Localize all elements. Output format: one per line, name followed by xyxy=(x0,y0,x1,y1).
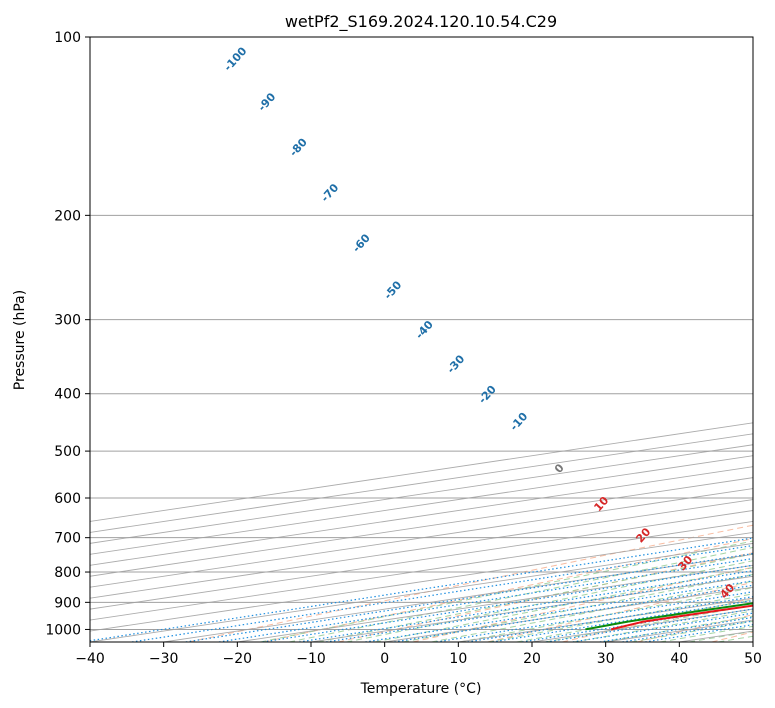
x-tick-label: 10 xyxy=(449,651,467,667)
dry-adiabat-label: -40 xyxy=(413,318,436,342)
moist-adiabat-line xyxy=(459,587,753,642)
y-tick-label: 800 xyxy=(54,565,81,581)
dry-adiabat-line xyxy=(188,524,753,642)
dry-adiabat-line xyxy=(263,538,753,642)
isotherm-line xyxy=(90,542,753,642)
background-grid-layer xyxy=(90,37,753,642)
y-tick-label: 100 xyxy=(54,30,81,46)
isotherm-line xyxy=(531,608,753,642)
y-tick-label: 200 xyxy=(54,208,81,224)
y-tick-label: 400 xyxy=(54,387,81,403)
dry-adiabat-line xyxy=(412,566,753,642)
x-tick-label: 0 xyxy=(380,651,389,667)
dry-adiabat-label: -10 xyxy=(507,410,530,434)
isotherm-line xyxy=(458,597,753,642)
moist-adiabat-line xyxy=(573,610,753,642)
isotherm-line xyxy=(90,488,753,588)
mixing-ratio-line xyxy=(492,599,753,642)
moist-adiabat-line xyxy=(346,560,753,642)
y-axis-label: Pressure (hPa) xyxy=(12,290,28,390)
mixing-ratio-line xyxy=(572,612,753,642)
dry-adiabat-line xyxy=(711,631,753,642)
moist-adiabat-line xyxy=(488,593,753,642)
isotherm-line xyxy=(90,477,753,577)
profile-lines-layer xyxy=(585,602,753,631)
dry-adiabat-label: -50 xyxy=(381,278,404,302)
dry-adiabat-label: -100 xyxy=(221,44,249,73)
temperature-profile-line xyxy=(610,604,753,631)
isotherm-line xyxy=(90,466,753,566)
moist-adiabat-label: 40 xyxy=(717,581,737,601)
isotherm-line xyxy=(90,510,753,610)
mixing-ratio-line xyxy=(546,608,753,642)
dry-adiabat-line xyxy=(636,614,753,642)
dry-adiabat-label: -70 xyxy=(318,181,341,205)
mixing-ratio-line xyxy=(599,616,753,642)
x-tick-label: −40 xyxy=(75,651,105,667)
x-tick-label: 30 xyxy=(597,651,615,667)
dry-adiabat-label: -30 xyxy=(444,352,467,376)
dewpoint-profile-line xyxy=(585,602,753,631)
isotherm-line xyxy=(90,444,753,544)
moist-adiabat-line xyxy=(431,580,753,642)
x-tick-label: 50 xyxy=(744,651,762,667)
x-tick-label: −20 xyxy=(223,651,253,667)
y-tick-label: 600 xyxy=(54,491,81,507)
dry-adiabat-line xyxy=(562,597,753,642)
x-tick-label: −10 xyxy=(296,651,326,667)
moist-adiabat-line xyxy=(317,553,753,642)
isotherm-line xyxy=(90,422,753,522)
isotherm-line xyxy=(90,499,753,599)
y-tick-label: 900 xyxy=(54,595,81,611)
x-tick-label: 20 xyxy=(523,651,541,667)
moist-adiabat-line xyxy=(544,604,753,642)
isotherm-line xyxy=(90,520,753,621)
isotherm-line xyxy=(90,455,753,555)
isotherm-line xyxy=(605,619,753,642)
moist-adiabat-line xyxy=(718,635,753,642)
dry-adiabat-label: -60 xyxy=(350,231,373,255)
y-tick-label: 500 xyxy=(54,444,81,460)
x-axis-label: Temperature (°C) xyxy=(360,681,482,697)
moist-adiabat-line xyxy=(403,573,753,642)
isotherm-line xyxy=(90,433,753,533)
dry-adiabat-line xyxy=(487,581,753,642)
isotherm-line xyxy=(384,586,753,642)
y-tick-label: 1000 xyxy=(45,622,81,638)
mixing-ratio-line xyxy=(185,552,753,642)
moist-adiabat-label: 0 xyxy=(552,461,567,476)
isotherm-line xyxy=(752,641,753,642)
y-tick-label: 700 xyxy=(54,531,81,547)
mixing-ratio-line xyxy=(218,557,753,642)
isotherm-line xyxy=(679,630,753,642)
x-tick-label: 40 xyxy=(670,651,688,667)
moist-adiabat-label: 10 xyxy=(591,494,611,514)
dry-adiabat-label: -90 xyxy=(255,90,278,114)
isotherm-line xyxy=(90,531,753,632)
mixing-ratio-line xyxy=(131,544,753,642)
y-tick-label: 300 xyxy=(54,313,81,329)
dry-adiabat-label: -20 xyxy=(476,383,499,407)
axes-layer: −40 −30 −20 −10 0 10 20 30 40 5010020030040050060… xyxy=(45,30,762,667)
chart-title: wetPf2_S169.2024.120.10.54.C29 xyxy=(285,12,557,32)
dry-adiabat-label: -80 xyxy=(287,135,310,159)
moist-adiabat-line xyxy=(374,567,753,642)
x-tick-label: −30 xyxy=(149,651,179,667)
moist-adiabat-line xyxy=(289,546,753,642)
mixing-ratio-line xyxy=(90,537,753,642)
plot-frame xyxy=(89,36,754,643)
